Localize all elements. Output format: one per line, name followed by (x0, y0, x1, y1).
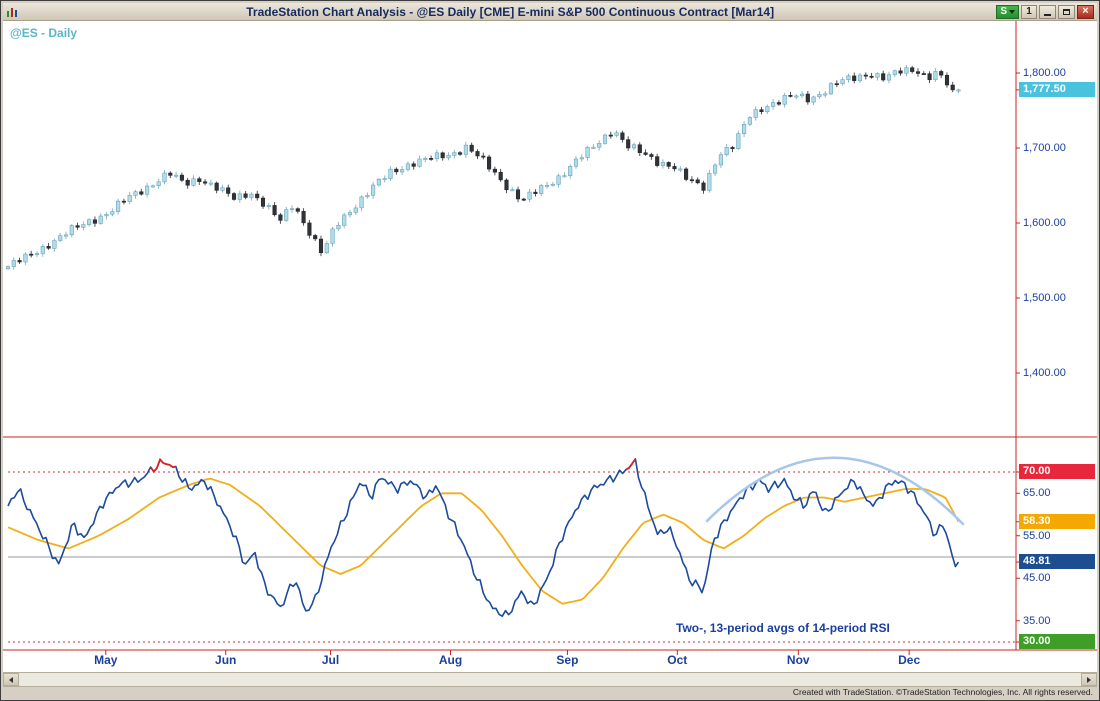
status-button-label: S (1000, 5, 1007, 17)
status-button[interactable]: S (996, 4, 1019, 19)
close-button[interactable]: × (1077, 4, 1094, 19)
window-title: TradeStation Chart Analysis - @ES Daily … (246, 4, 775, 19)
arrow-right-icon (1087, 676, 1091, 683)
scroll-right-button[interactable] (1081, 673, 1097, 686)
minimize-button[interactable] (1039, 4, 1056, 19)
restore-icon (1063, 8, 1070, 15)
arrow-left-icon (9, 676, 13, 683)
close-icon: × (1082, 5, 1089, 17)
rsi-fast-line (7, 458, 960, 617)
rsi-overbought-segments (149, 457, 637, 474)
status-strip (3, 687, 1097, 698)
rsi-slow-line (7, 477, 960, 605)
scroll-left-button[interactable] (3, 673, 19, 686)
arc-annotation[interactable] (705, 456, 965, 526)
horizontal-scrollbar[interactable] (3, 672, 1097, 687)
minimize-icon (1044, 14, 1051, 16)
scrollbar-track[interactable] (19, 673, 1081, 686)
chart-icon (6, 6, 20, 18)
chevron-down-icon (1009, 9, 1015, 14)
chart-workspace: @ES - Daily Two-, 13-period avgs of 14-p… (3, 21, 1097, 698)
candlesticks (5, 65, 961, 270)
chart-surface[interactable] (3, 21, 1097, 672)
restore-button[interactable] (1058, 4, 1075, 19)
workspace-button[interactable]: 1 (1021, 4, 1037, 19)
title-bar[interactable]: TradeStation Chart Analysis - @ES Daily … (3, 3, 1097, 21)
